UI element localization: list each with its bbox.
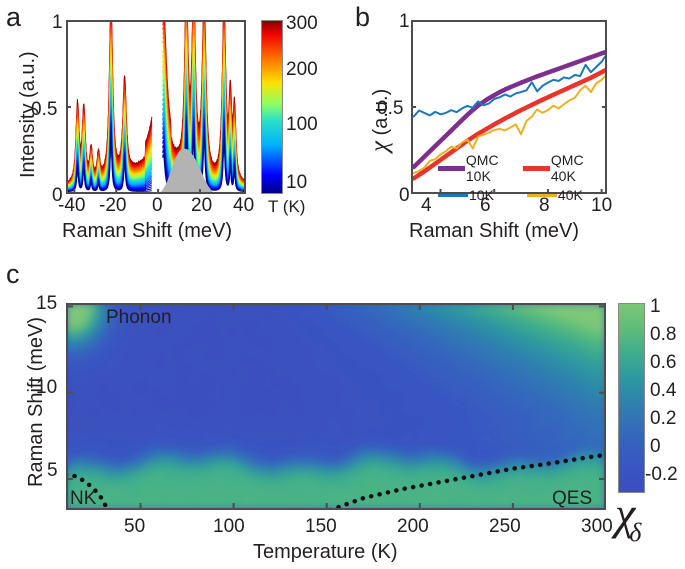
panel-c-cbtick-04: 0.4 <box>650 380 677 401</box>
panel-c-heatmap <box>66 303 606 510</box>
panel-a-ytick-05: 0.5 <box>31 99 58 120</box>
panel-a-xtick-40: 40 <box>233 195 255 216</box>
legend-label-40k: 40K <box>557 187 583 203</box>
colorbar-delta-subscript: δ <box>629 518 642 547</box>
panel-a-xtick-20: 20 <box>191 195 213 216</box>
panel-a-xlabel: Raman Shift (meV) <box>62 220 233 242</box>
panel-c-annot-nk: NK <box>70 488 97 509</box>
panel-b-ytick-0: 0 <box>399 185 410 206</box>
panel-b-ytick-05: 0.5 <box>377 98 404 119</box>
panel-a-label: a <box>6 2 22 32</box>
panel-c-ytick-5: 5 <box>47 460 58 481</box>
panel-b: b χ (a.u.) 1 0.5 0 4 6 8 10 Raman Shift … <box>345 0 685 250</box>
legend-label-qmc-40k: QMC 40K <box>550 152 584 184</box>
panel-b-legend: QMC 10K QMC 40K 10K 40K <box>438 152 606 203</box>
panel-c-colorbar-frame <box>618 303 645 493</box>
panel-b-xtick-10: 10 <box>591 195 613 216</box>
panel-c-annot-phonon: Phonon <box>106 307 172 328</box>
legend-swatch-10k <box>438 193 468 197</box>
panel-b-ylabel-symbol: χ <box>366 141 393 152</box>
panel-c-ytick-15: 15 <box>36 293 58 314</box>
legend-label-qmc-10k: QMC 10K <box>465 152 499 184</box>
panel-a-xtick--20: -20 <box>99 195 127 216</box>
panel-a-ytick-1: 1 <box>52 12 63 33</box>
legend-label-10k: 10K <box>469 187 494 203</box>
panel-a-xtick--40: -40 <box>58 195 86 216</box>
panel-c: c Raman Shift (meV) 15 10 5 50 100 150 2… <box>0 255 685 569</box>
panel-b-ytick-1: 1 <box>399 11 410 32</box>
panel-c-xtick-150: 150 <box>305 516 337 537</box>
panel-a-colorbar-label: T (K) <box>268 197 306 216</box>
panel-c-xtick-300: 300 <box>581 516 613 537</box>
panel-c-label: c <box>6 259 20 289</box>
panel-c-xtick-250: 250 <box>489 516 521 537</box>
panel-c-colorbar <box>618 303 645 493</box>
panel-c-annot-qes: QES <box>552 488 593 509</box>
panel-b-xtick-6: 6 <box>480 195 491 216</box>
panel-a-colorbar-frame <box>261 20 283 194</box>
panel-c-xtick-200: 200 <box>397 516 429 537</box>
panel-b-xtick-4: 4 <box>421 195 432 216</box>
panel-c-cbtick-06: 0.6 <box>650 352 677 373</box>
panel-c-ylabel: Raman Shift (meV) <box>25 316 47 487</box>
panel-a-cbtick-300: 300 <box>286 13 318 34</box>
legend-swatch-40k <box>526 193 557 197</box>
panel-c-cbtick-08: 0.8 <box>650 324 677 345</box>
panel-a-ytick-0: 0 <box>52 185 63 206</box>
panel-c-cbtick-1: 1 <box>650 296 661 317</box>
panel-b-plot <box>411 20 607 194</box>
panel-c-cbtick--02: -0.2 <box>645 464 678 485</box>
legend-swatch-qmc-10k <box>438 165 465 171</box>
panel-c-frame <box>66 303 606 510</box>
panel-a-cbtick-10: 10 <box>286 172 308 193</box>
panel-c-xlabel: Temperature (K) <box>253 541 398 563</box>
panel-a-cbtick-200: 200 <box>286 59 318 80</box>
panel-a-plot <box>66 20 246 194</box>
panel-b-label: b <box>355 2 371 32</box>
panel-c-ytick-10: 10 <box>36 377 58 398</box>
panel-c-cbtick-0: 0 <box>650 436 661 457</box>
colorbar-chi-symbol: χ <box>615 488 636 539</box>
panel-a-xtick-0: 0 <box>152 195 163 216</box>
panel-b-xtick-8: 8 <box>539 195 550 216</box>
panel-a-frame <box>66 20 246 194</box>
panel-c-cbtick-02: 0.2 <box>650 408 677 429</box>
panel-c-xtick-50: 50 <box>124 516 146 537</box>
legend-swatch-qmc-40k <box>523 165 550 171</box>
panel-c-xtick-100: 100 <box>213 516 245 537</box>
panel-c-colorbar-label: χδ <box>615 488 647 546</box>
panel-a-cbtick-100: 100 <box>286 114 318 135</box>
panel-b-xlabel: Raman Shift (meV) <box>409 220 580 242</box>
panel-b-frame <box>411 20 607 194</box>
panel-a: a Intensity (a.u.) 1 0.5 0 -40 -20 0 20 … <box>0 0 345 250</box>
panel-a-colorbar <box>261 20 283 194</box>
